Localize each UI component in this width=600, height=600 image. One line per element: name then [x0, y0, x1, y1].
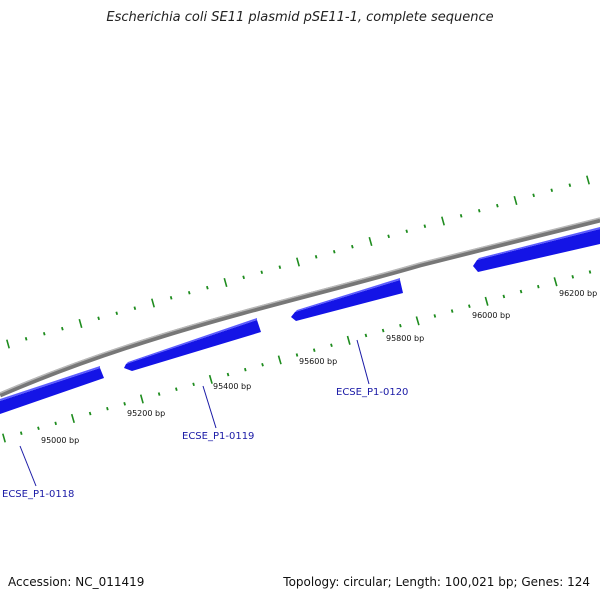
minor-tick — [192, 382, 195, 387]
minor-tick — [157, 392, 161, 396]
scale-label: 95200 bp — [127, 409, 165, 418]
major-tick — [208, 374, 213, 384]
minor-tick — [381, 328, 385, 333]
gene-ECSE_P1-0120[interactable] — [291, 278, 403, 321]
minor-tick — [312, 348, 316, 352]
minor-tick — [226, 372, 230, 377]
plasmid-backbone — [0, 217, 600, 398]
minor-tick — [502, 294, 506, 299]
major-tick — [2, 433, 6, 443]
major-tick — [586, 175, 590, 185]
major-tick — [415, 316, 420, 326]
major-tick — [484, 296, 489, 306]
minor-tick — [37, 426, 40, 431]
major-tick — [78, 318, 83, 329]
gene-ECSE_P1-0121-partial[interactable] — [473, 227, 600, 272]
minor-tick — [351, 244, 354, 249]
minor-tick — [568, 183, 572, 187]
major-tick — [151, 298, 155, 308]
minor-tick — [123, 402, 126, 406]
map-title: Escherichia coli SE11 plasmid pSE11-1, c… — [106, 10, 494, 25]
minor-tick — [423, 224, 427, 228]
minor-tick — [295, 353, 299, 357]
minor-tick — [278, 265, 282, 269]
minor-tick — [459, 214, 463, 218]
inner-tick-ring — [2, 270, 592, 443]
minor-tick — [19, 431, 23, 435]
minor-tick — [169, 296, 173, 300]
minor-tick — [115, 311, 119, 316]
minor-tick — [175, 387, 178, 391]
gene-label-leader — [19, 445, 37, 487]
major-tick — [296, 257, 300, 267]
scale-label: 95800 bp — [386, 334, 424, 343]
major-tick — [368, 236, 373, 247]
minor-tick — [133, 306, 137, 310]
gene-label-ECSE_P1-0118[interactable]: ECSE_P1-0118 — [2, 489, 74, 500]
major-tick — [223, 277, 228, 288]
minor-tick — [571, 275, 575, 279]
major-tick — [513, 195, 518, 206]
accession-text: Accession: NC_011419 — [8, 575, 145, 589]
minor-tick — [54, 421, 57, 426]
major-tick — [70, 413, 75, 424]
minor-tick — [477, 208, 481, 213]
minor-tick — [61, 326, 64, 331]
minor-tick — [88, 411, 92, 416]
minor-tick — [450, 309, 454, 313]
gene-label-ECSE_P1-0119[interactable]: ECSE_P1-0119 — [182, 431, 254, 442]
topology-summary: Topology: circular; Length: 100,021 bp; … — [283, 575, 590, 589]
minor-tick — [42, 331, 46, 336]
minor-tick — [433, 314, 437, 318]
minor-tick — [314, 255, 318, 259]
minor-tick — [242, 275, 245, 280]
minor-tick — [519, 289, 523, 294]
minor-tick — [550, 188, 554, 193]
minor-tick — [330, 343, 333, 348]
minor-tick — [332, 249, 336, 254]
scale-label: 96200 bp — [559, 289, 597, 298]
minor-tick — [399, 323, 402, 328]
scale-label: 95400 bp — [213, 382, 251, 391]
major-tick — [441, 216, 445, 226]
minor-tick — [97, 316, 100, 321]
gene-ECSE_P1-0118[interactable] — [0, 366, 104, 414]
gene-label-leader — [356, 339, 370, 385]
minor-tick — [387, 234, 390, 239]
minor-tick — [532, 193, 535, 198]
minor-tick — [206, 285, 209, 290]
minor-tick — [24, 337, 28, 341]
minor-tick — [496, 203, 499, 208]
major-tick — [6, 339, 10, 349]
minor-tick — [468, 304, 471, 308]
scale-label: 96000 bp — [472, 311, 510, 320]
minor-tick — [537, 284, 540, 289]
major-tick — [553, 277, 558, 287]
gene-label-leader — [202, 385, 217, 429]
minor-tick — [260, 270, 264, 275]
minor-tick — [405, 229, 409, 234]
major-tick — [277, 355, 282, 365]
scale-label: 95000 bp — [41, 436, 79, 445]
minor-tick — [244, 367, 247, 372]
major-tick — [346, 335, 351, 345]
gene-label-ECSE_P1-0120[interactable]: ECSE_P1-0120 — [336, 387, 408, 398]
minor-tick — [187, 290, 191, 295]
gene-ECSE_P1-0119[interactable] — [124, 318, 261, 371]
plasmid-backbone-highlight — [0, 217, 600, 394]
minor-tick — [364, 333, 368, 338]
minor-tick — [261, 362, 264, 367]
outer-tick-ring — [6, 175, 590, 349]
major-tick — [139, 394, 144, 404]
minor-tick — [106, 406, 109, 411]
minor-tick — [588, 270, 592, 274]
scale-label: 95600 bp — [299, 357, 337, 366]
